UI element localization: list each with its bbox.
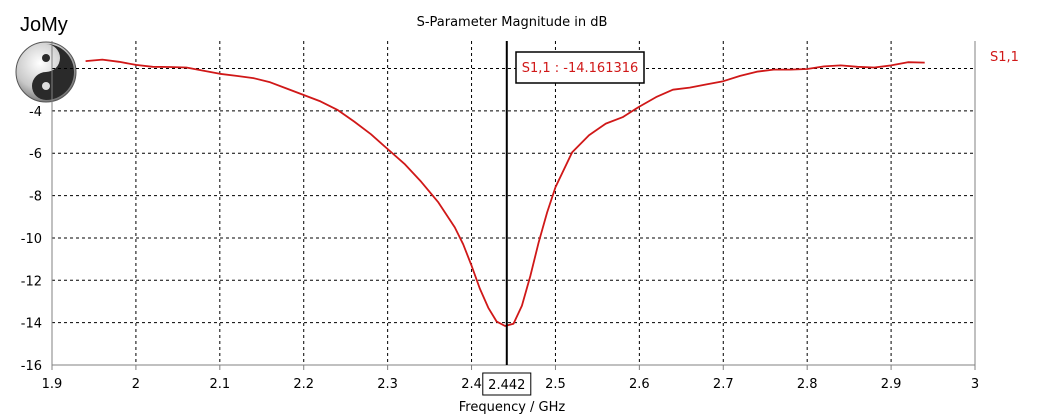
grid bbox=[52, 41, 975, 365]
chart-title: S-Parameter Magnitude in dB bbox=[417, 15, 608, 30]
axes: 1.9 2 2.1 2.2 2.3 2.4 2.5 2.6 2.7 2.8 2.9 3 -4 -6 -8 -1… bbox=[21, 41, 979, 392]
marker-x-value: 2.442 bbox=[488, 378, 525, 393]
x-tick-label: 2.9 bbox=[881, 377, 902, 392]
marker-layer[interactable]: 2.442 S1,1 : -14.161316 bbox=[482, 41, 645, 396]
x-tick-label: 2.5 bbox=[545, 377, 566, 392]
y-tick-label: -6 bbox=[29, 147, 42, 162]
x-tick-label: 2.7 bbox=[713, 377, 734, 392]
y-tick-label: -14 bbox=[21, 317, 42, 332]
x-tick-label: 2.2 bbox=[293, 377, 314, 392]
series-layer bbox=[85, 58, 925, 327]
marker-x-box[interactable] bbox=[482, 372, 532, 396]
yin-yang-icon bbox=[15, 41, 77, 103]
legend: S1,1 bbox=[990, 50, 1019, 65]
y-tick-label: -8 bbox=[29, 190, 42, 205]
y-tick-label: -12 bbox=[21, 274, 42, 289]
legend-entry-s11: S1,1 bbox=[990, 50, 1019, 65]
y-tick-label: -4 bbox=[29, 105, 42, 120]
x-tick-label: 2.8 bbox=[797, 377, 818, 392]
x-axis-label: Frequency / GHz bbox=[459, 400, 566, 415]
x-tick-label: 3 bbox=[971, 377, 979, 392]
x-tick-label: 2.1 bbox=[209, 377, 230, 392]
marker-readout-box bbox=[515, 51, 645, 84]
y-tick-label: -16 bbox=[21, 359, 42, 374]
x-tick-label: 2.3 bbox=[377, 377, 398, 392]
x-tick-label: 2.4 bbox=[461, 377, 482, 392]
x-tick-label: 2.6 bbox=[629, 377, 650, 392]
x-tick-label: 2 bbox=[132, 377, 140, 392]
x-tick-label: 1.9 bbox=[42, 377, 63, 392]
series-line-s11 bbox=[85, 58, 925, 327]
brand-name: JoMy bbox=[20, 14, 68, 36]
y-tick-label: -10 bbox=[21, 232, 42, 247]
marker-readout-label: S1,1 : -14.161316 bbox=[522, 61, 639, 76]
